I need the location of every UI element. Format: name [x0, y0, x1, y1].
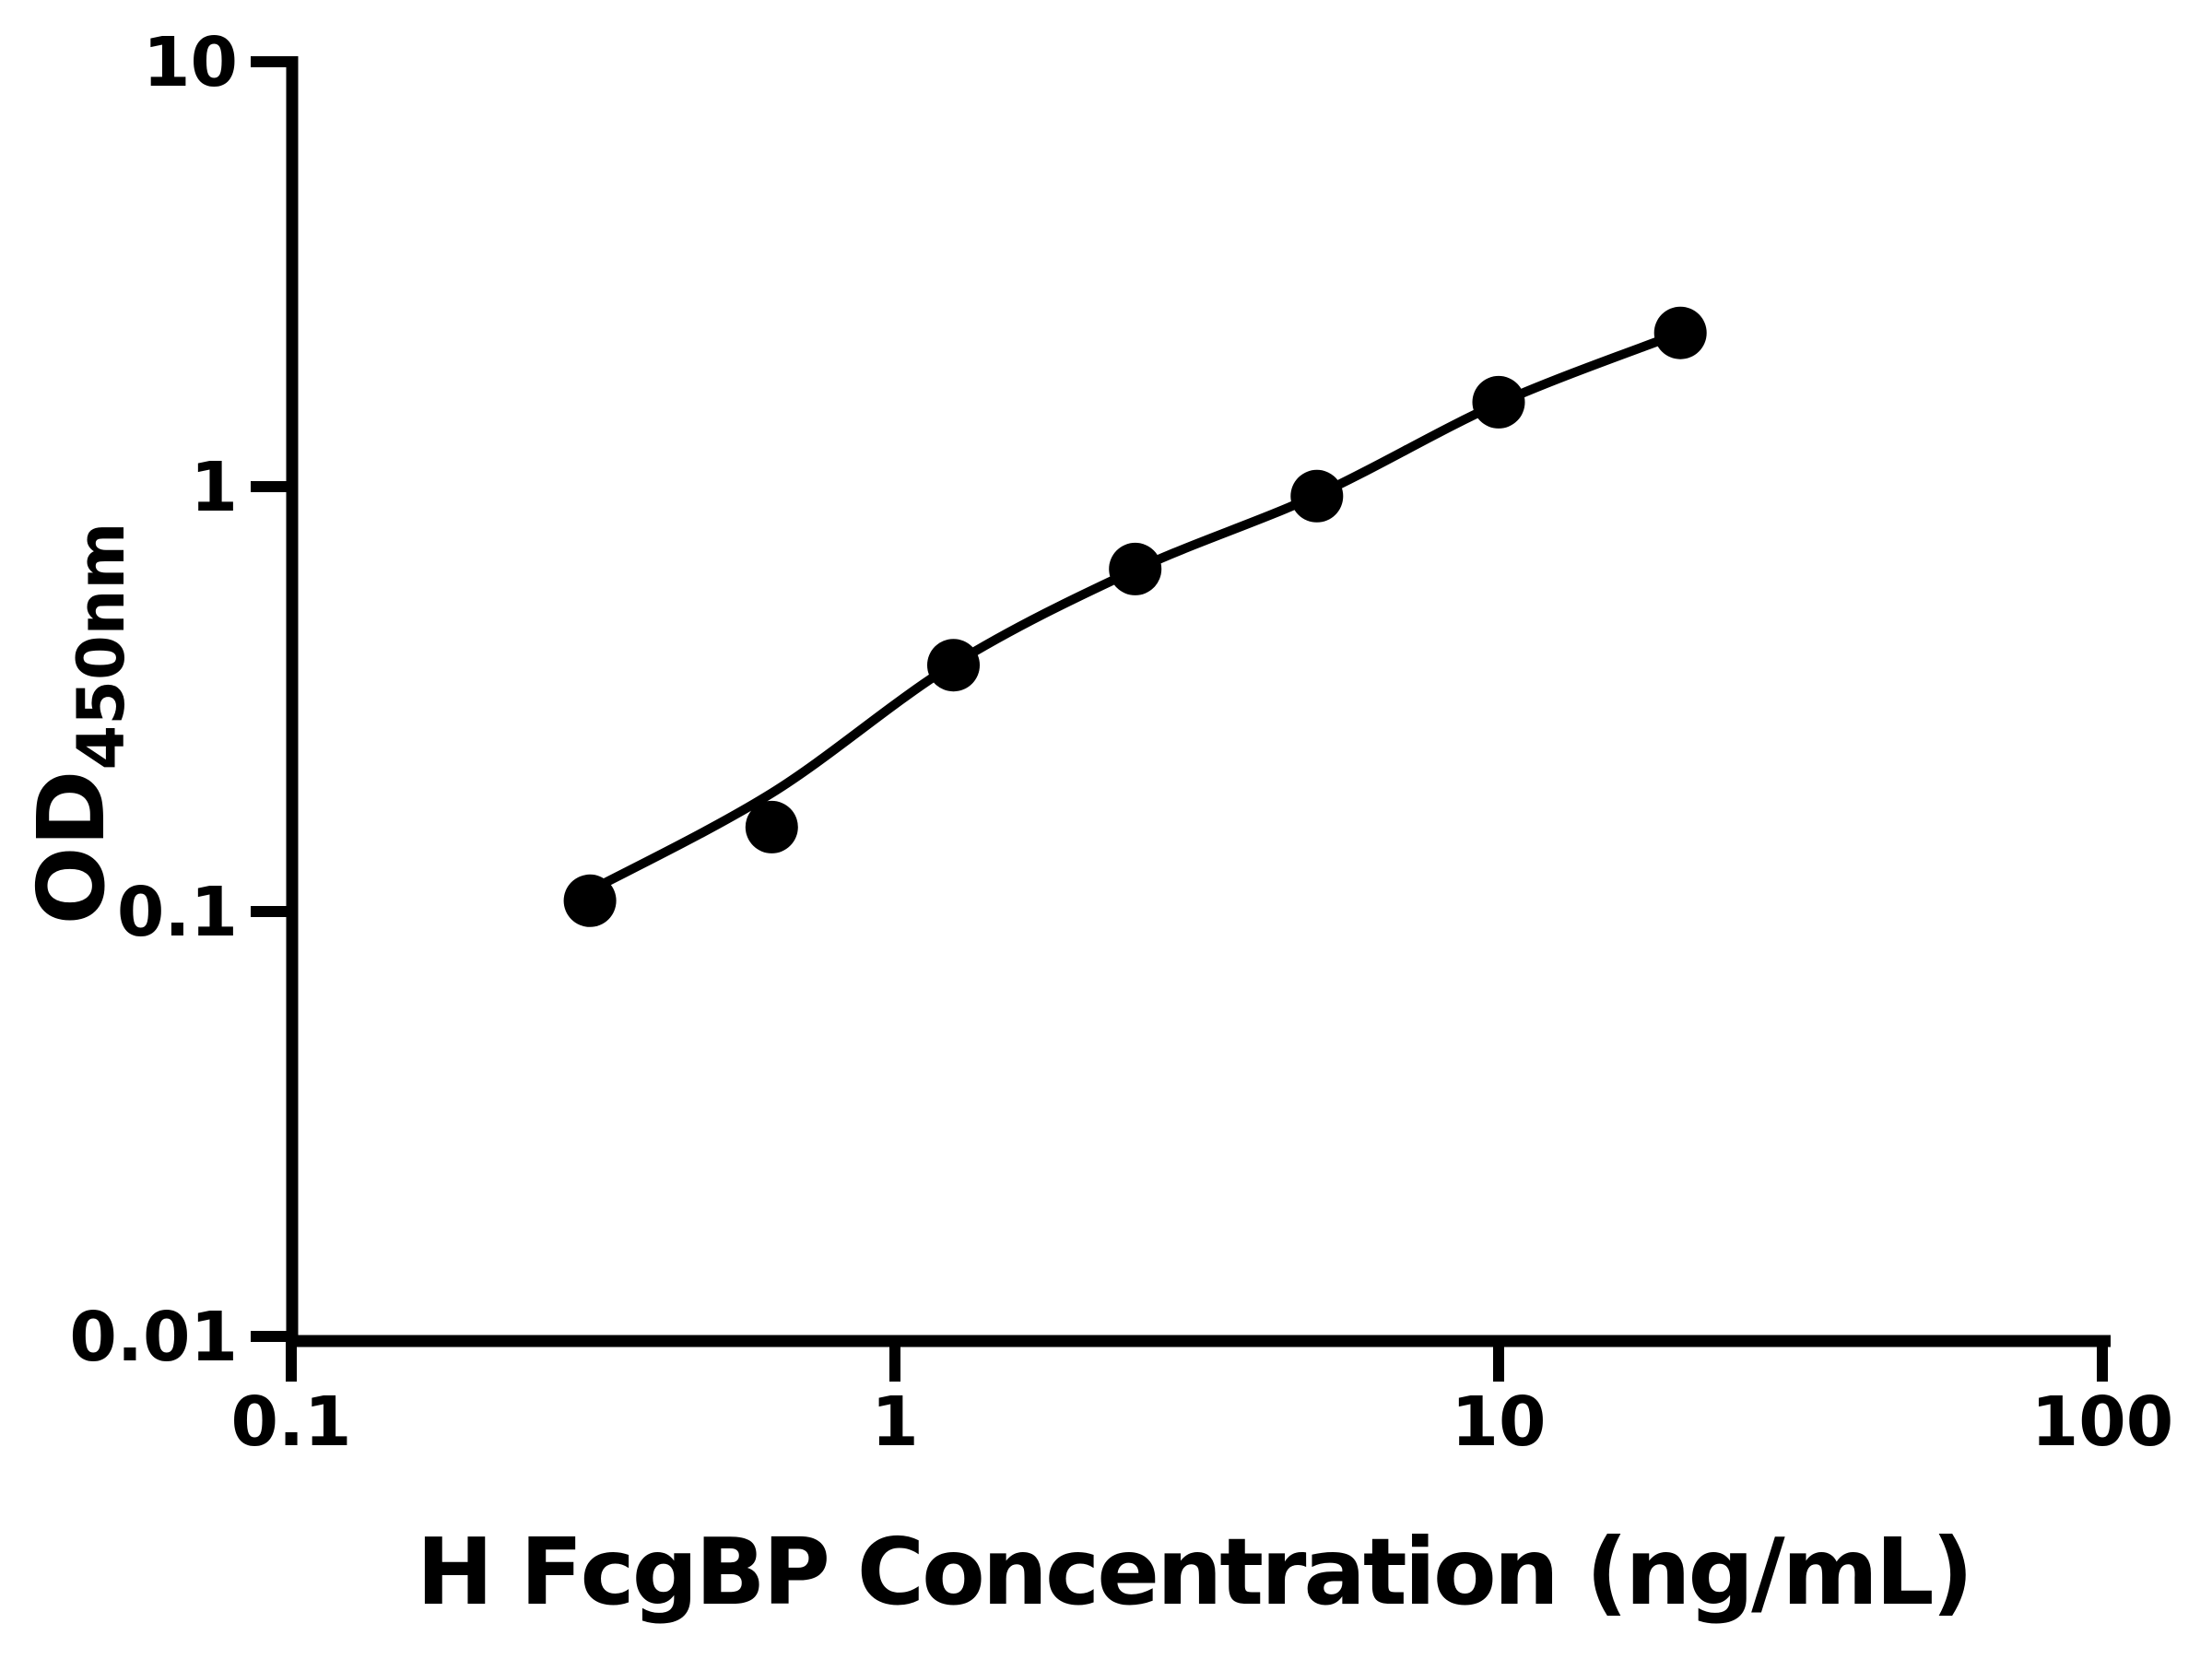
y-axis-title: OD450nm — [18, 523, 139, 925]
y-axis-title-main: OD — [18, 770, 125, 924]
y-axis-title-subscript: 450nm — [64, 523, 139, 771]
data-point — [1653, 306, 1707, 359]
y-tick-label: 0.01 — [69, 1298, 238, 1377]
x-tick-label: 100 — [2031, 1382, 2173, 1462]
x-tick-label: 10 — [1452, 1382, 1547, 1462]
data-points — [563, 306, 1707, 927]
data-point — [1472, 375, 1525, 429]
y-tick-label: 1 — [191, 448, 239, 527]
data-point — [745, 800, 798, 853]
data-point — [927, 639, 980, 692]
y-tick-label: 10 — [143, 23, 238, 102]
data-point — [1109, 542, 1162, 595]
x-tick-label: 0.1 — [230, 1382, 351, 1462]
x-axis-title: H FcgBP Concentration (ng/mL) — [417, 1518, 1971, 1626]
y-tick-label: 0.1 — [117, 873, 238, 952]
data-point — [1290, 469, 1344, 523]
data-point — [563, 874, 617, 927]
x-axis-ticks — [286, 1336, 2108, 1382]
y-axis-tick-labels: 0.01 0.1 1 10 — [69, 23, 238, 1377]
x-tick-label: 1 — [871, 1382, 919, 1462]
x-axis-tick-labels: 0.1 1 10 100 — [230, 1382, 2173, 1462]
y-axis-ticks — [251, 56, 295, 1342]
